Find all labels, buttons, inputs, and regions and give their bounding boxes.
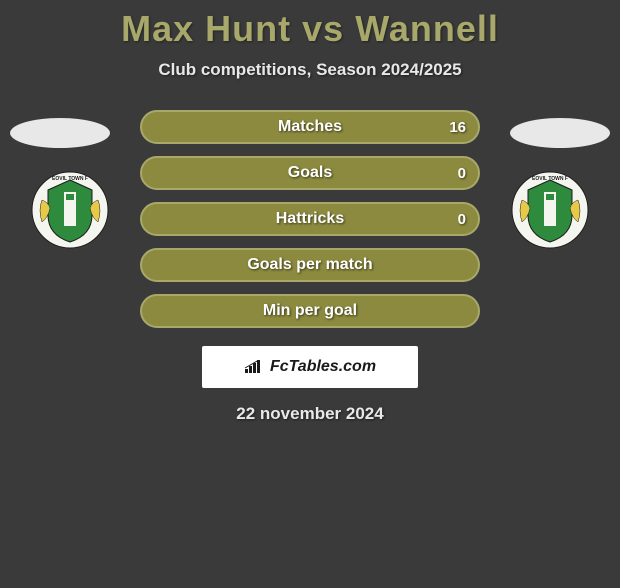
svg-text:EOVIL TOWN F: EOVIL TOWN F (52, 176, 88, 182)
bar-chart-icon (244, 360, 264, 374)
club-badge-right: EOVIL TOWN F (510, 170, 590, 250)
player-silhouette-right (510, 118, 610, 148)
stat-row: Hattricks 0 (140, 202, 480, 236)
stat-label: Matches (278, 118, 342, 136)
stat-row: Matches 16 (140, 110, 480, 144)
stat-row: Goals per match (140, 248, 480, 282)
stat-label: Min per goal (263, 302, 357, 320)
branding-box: FcTables.com (202, 346, 418, 388)
stat-label: Hattricks (276, 210, 344, 228)
comparison-container: EOVIL TOWN F EOVIL TOWN F Matches 16 Goa… (0, 110, 620, 424)
stat-row: Min per goal (140, 294, 480, 328)
date-text: 22 november 2024 (0, 404, 620, 424)
stat-value-right: 0 (458, 211, 466, 228)
stat-rows: Matches 16 Goals 0 Hattricks 0 Goals per… (140, 110, 480, 328)
stat-value-right: 16 (449, 119, 466, 136)
page-title: Max Hunt vs Wannell (0, 8, 620, 50)
stat-value-right: 0 (458, 165, 466, 182)
stat-label: Goals (288, 164, 332, 182)
player-silhouette-left (10, 118, 110, 148)
subtitle: Club competitions, Season 2024/2025 (0, 60, 620, 80)
stat-row: Goals 0 (140, 156, 480, 190)
svg-text:EOVIL TOWN F: EOVIL TOWN F (532, 176, 568, 182)
club-badge-left: EOVIL TOWN F (30, 170, 110, 250)
yeovil-badge-icon: EOVIL TOWN F (30, 170, 110, 250)
stat-label: Goals per match (247, 256, 372, 274)
yeovil-badge-icon: EOVIL TOWN F (510, 170, 590, 250)
branding-text: FcTables.com (270, 358, 376, 376)
